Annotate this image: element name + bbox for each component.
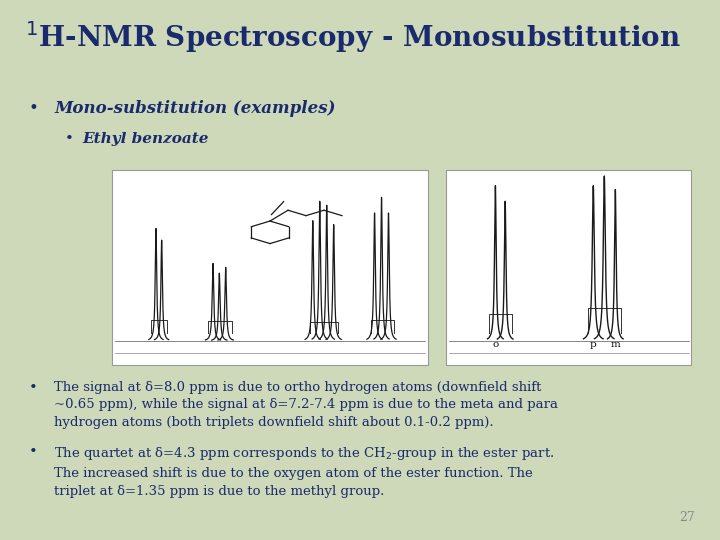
Text: o: o — [492, 340, 498, 349]
Bar — [446, 170, 691, 364]
Text: Mono-substitution (examples): Mono-substitution (examples) — [54, 100, 336, 117]
Text: The signal at δ=8.0 ppm is due to ortho hydrogen atoms (downfield shift
~0.65 pp: The signal at δ=8.0 ppm is due to ortho … — [54, 381, 558, 429]
Bar — [112, 170, 428, 364]
Text: •: • — [65, 132, 73, 146]
Text: Ethyl benzoate: Ethyl benzoate — [83, 132, 210, 146]
Text: p: p — [590, 340, 597, 349]
Text: •: • — [29, 100, 39, 117]
Text: •: • — [29, 446, 37, 460]
Text: m: m — [611, 340, 620, 349]
Text: 27: 27 — [679, 511, 695, 524]
Text: •: • — [29, 381, 37, 395]
Text: The quartet at δ=4.3 ppm corresponds to the CH$_2$-group in the ester part.
The : The quartet at δ=4.3 ppm corresponds to … — [54, 446, 554, 497]
Text: $^{1}$H-NMR Spectroscopy - Monosubstitution: $^{1}$H-NMR Spectroscopy - Monosubstitut… — [25, 19, 681, 55]
